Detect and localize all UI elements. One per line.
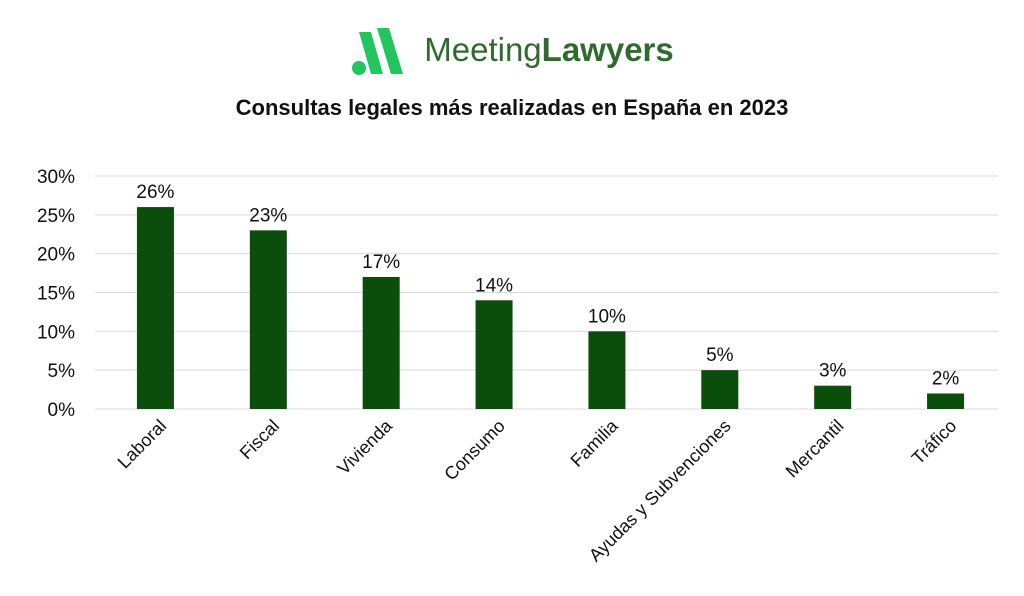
data-label: 26% — [136, 182, 174, 203]
data-label: 10% — [588, 306, 626, 327]
y-tick-label: 0% — [48, 400, 76, 421]
x-tick-label: Mercantil — [782, 416, 848, 482]
data-labels: 26% 23% 17% 14% 10% 5% 3% 2% — [136, 182, 959, 389]
y-tick-label: 5% — [48, 361, 76, 382]
data-label: 2% — [932, 368, 960, 389]
bar — [249, 230, 287, 409]
data-label: 3% — [819, 361, 847, 382]
x-tick-label: Consumo — [440, 416, 509, 485]
y-tick-label: 30% — [37, 167, 75, 188]
chart-title: Consultas legales más realizadas en Espa… — [235, 95, 789, 120]
data-label: 17% — [362, 252, 400, 273]
y-tick-label: 15% — [37, 284, 75, 305]
x-tick-label: Fiscal — [236, 416, 283, 463]
bars — [136, 207, 965, 409]
bar — [136, 207, 174, 409]
brand-name-bold: Lawyers — [541, 31, 674, 68]
data-label: 23% — [249, 205, 287, 226]
y-tick-label: 25% — [37, 206, 75, 227]
y-tick-label: 10% — [37, 322, 75, 343]
bar — [927, 393, 965, 409]
bar — [362, 276, 400, 409]
x-tick-label: Vivienda — [333, 415, 396, 478]
bar — [475, 300, 513, 409]
x-tick-label: Familia — [567, 415, 623, 471]
data-label: 14% — [475, 275, 513, 296]
brand-logo: MeetingLawyers — [0, 22, 1024, 78]
bar — [814, 385, 852, 409]
data-label: 5% — [706, 345, 734, 366]
meetinglawyers-logo-icon — [352, 28, 404, 75]
brand-name: MeetingLawyers — [424, 31, 674, 69]
x-axis: Laboral Fiscal Vivienda Consumo FamiliaAyuda… — [114, 415, 961, 565]
x-tick-label: Tráfico — [908, 416, 961, 469]
brand-name-light: Meeting — [424, 31, 542, 68]
y-axis: 0% 5% 10% 15% 20% 25% 30% — [37, 167, 75, 421]
grid-lines — [95, 175, 998, 410]
x-tick-label: Laboral — [114, 416, 171, 473]
bar — [701, 370, 739, 409]
y-tick-label: 20% — [37, 245, 75, 266]
bar — [588, 331, 626, 409]
